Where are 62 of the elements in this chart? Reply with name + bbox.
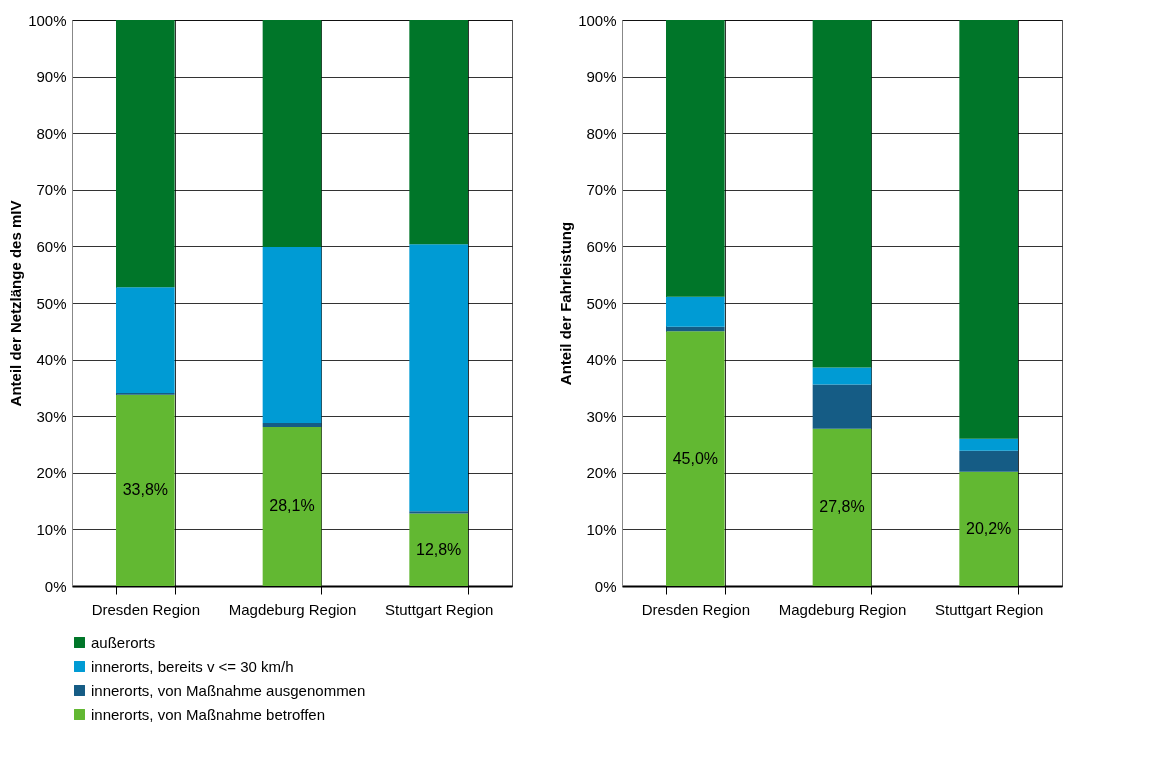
x-tick-label: Magdeburg Region	[778, 600, 907, 618]
data-label: 45,0%	[672, 449, 719, 467]
y-tick-label: 20%	[36, 464, 67, 482]
data-label: 28,1%	[269, 497, 315, 515]
x-tick-label: Stuttgart Region	[934, 600, 1044, 618]
bar	[666, 331, 725, 586]
x-tick-label: Dresden Region	[91, 600, 201, 618]
y-tick-label: 50%	[586, 294, 617, 312]
bar	[262, 422, 322, 427]
bar	[116, 287, 175, 393]
data-label: 27,8%	[819, 498, 865, 516]
bar	[116, 20, 175, 288]
y-tick-label: 30%	[586, 407, 617, 425]
data-label: 33,8%	[122, 481, 169, 499]
y-tick-label: 80%	[586, 124, 617, 142]
bar	[812, 20, 872, 368]
y-tick-label: 60%	[586, 237, 617, 255]
y-axis-title: Anteil der Netzlänge des mIV	[7, 200, 25, 407]
y-tick-label: 0%	[594, 577, 617, 595]
y-tick-label: 50%	[36, 294, 67, 312]
data-label: 12,8%	[415, 540, 462, 558]
bar	[812, 384, 872, 429]
bar	[409, 511, 468, 514]
bar	[812, 367, 872, 385]
y-tick-label: 100%	[28, 11, 67, 29]
y-tick-label: 60%	[36, 237, 67, 255]
x-tick-label: Stuttgart Region	[384, 600, 494, 618]
y-tick-label: 20%	[586, 464, 617, 482]
y-axis-title: Anteil der Fahrleistung	[557, 221, 575, 386]
data-label: 20,2%	[965, 519, 1012, 537]
bar	[812, 428, 872, 586]
legend-label: innerorts, von Maßnahme ausgenommen	[91, 681, 366, 699]
y-tick-label: 40%	[586, 351, 617, 369]
bar	[959, 438, 1018, 451]
y-tick-label: 10%	[586, 520, 617, 538]
legend-label: außerorts	[91, 633, 156, 651]
y-tick-label: 90%	[36, 68, 67, 86]
bar	[262, 426, 322, 586]
bar	[959, 450, 1018, 472]
bar	[959, 20, 1018, 439]
y-tick-label: 30%	[36, 407, 67, 425]
bar	[262, 20, 322, 247]
y-tick-label: 90%	[586, 68, 617, 86]
x-tick-label: Dresden Region	[641, 600, 751, 618]
bar	[262, 246, 322, 423]
bar	[116, 394, 175, 586]
bar	[409, 513, 468, 586]
x-tick-label: Magdeburg Region	[228, 600, 357, 618]
y-tick-label: 100%	[578, 11, 617, 29]
legend-label: innerorts, von Maßnahme betroffen	[91, 705, 326, 723]
bar	[409, 20, 468, 245]
bar	[959, 471, 1018, 586]
bar	[666, 20, 725, 297]
bar	[666, 296, 725, 327]
bar	[409, 244, 468, 512]
y-tick-label: 40%	[36, 351, 67, 369]
y-tick-label: 80%	[36, 124, 67, 142]
y-tick-label: 70%	[586, 181, 617, 199]
y-tick-label: 70%	[36, 181, 67, 199]
y-tick-label: 10%	[36, 520, 67, 538]
legend-label: innerorts, bereits v <= 30 km/h	[91, 657, 294, 675]
y-tick-label: 0%	[44, 577, 67, 595]
